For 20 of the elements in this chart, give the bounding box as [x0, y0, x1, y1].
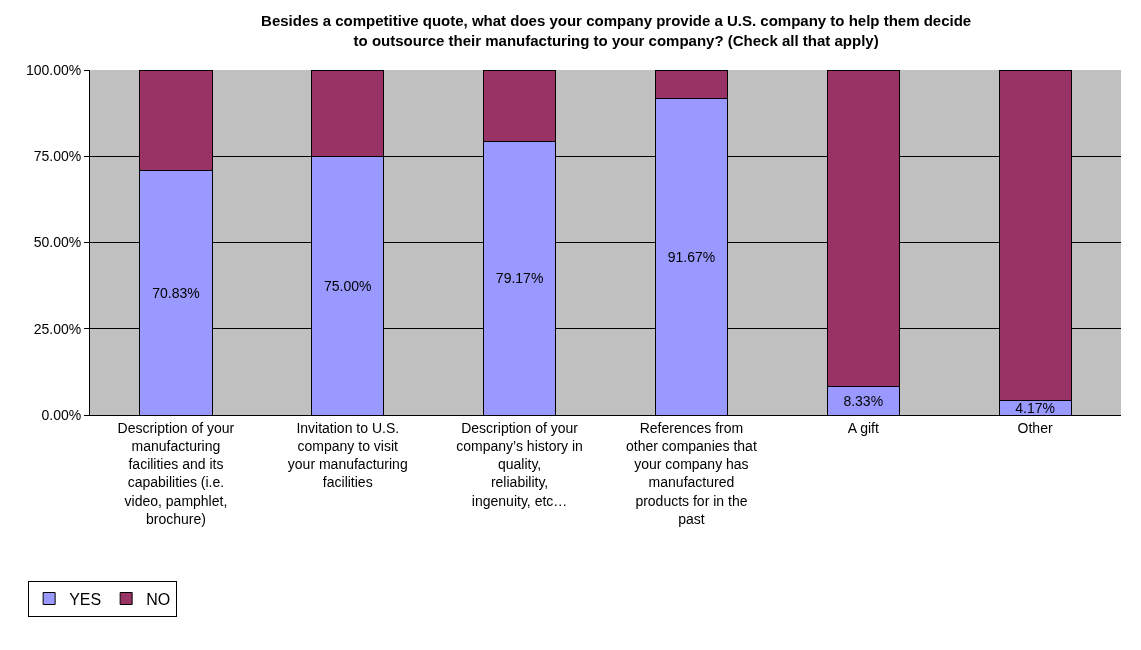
y-tick-label: 75.00% — [33, 148, 82, 165]
x-tick-label: References from other companies that your company has manufactured products for in the past — [626, 419, 757, 527]
data-label: 79.17% — [495, 270, 544, 287]
y-tick-label: 50.00% — [33, 234, 82, 251]
x-tick-label: Invitation to U.S. company to visit your manufacturing facilities — [287, 419, 408, 491]
data-label: 75.00% — [324, 277, 372, 294]
legend-label: YES — [69, 590, 102, 608]
y-tick-label: 0.00% — [41, 406, 82, 423]
x-tick-label: Description of your manufacturing facilities and its capabilities (i.e. video, pamphlet, brochure) — [117, 419, 235, 527]
data-label: 4.17% — [1015, 399, 1055, 416]
data-label: 70.83% — [152, 284, 200, 301]
y-tick-label: 100.00% — [25, 61, 82, 78]
data-label: 8.33% — [843, 392, 884, 409]
data-label: 91.67% — [667, 248, 716, 265]
y-tick-label: 25.00% — [33, 320, 82, 337]
legend-label: NO — [146, 590, 171, 608]
x-tick-label: Other — [1017, 419, 1053, 436]
x-tick-label: Description of your company’s history in quality, reliability, ingenuity, etc… — [456, 419, 583, 509]
chart-title: Besides a competitive quote, what does your company provide a U.S. company to help them decide to outsource their manufacturing to your company? (Check all that apply) — [261, 12, 972, 49]
x-tick-label: A gift — [847, 419, 879, 436]
